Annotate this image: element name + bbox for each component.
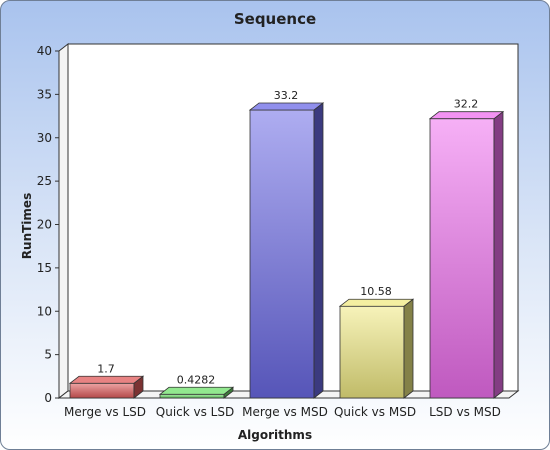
bar-top <box>68 375 145 384</box>
x-tick-label: Merge vs MSD <box>242 405 328 419</box>
y-tick-label: 5 <box>44 348 52 362</box>
data-label: 0.4282 <box>177 373 216 386</box>
bar-front <box>429 118 495 399</box>
bar-top <box>428 111 505 120</box>
y-tick-label: 25 <box>37 174 52 188</box>
x-tick-label: Quick vs MSD <box>334 405 416 419</box>
bar <box>158 386 235 399</box>
y-tick-label: 15 <box>37 261 52 275</box>
bar <box>338 298 415 399</box>
side-wall <box>58 42 69 400</box>
bar-side <box>313 102 324 399</box>
bar-side <box>403 298 414 399</box>
data-label: 33.2 <box>274 89 299 102</box>
chart-title: Sequence <box>234 10 316 28</box>
x-axis-label: Algorithms <box>238 428 312 442</box>
y-tick-label: 30 <box>37 131 52 145</box>
y-axis-label: RunTimes <box>20 193 34 259</box>
y-tick-label: 10 <box>37 304 52 318</box>
bar-front <box>159 393 225 399</box>
x-tick-label: LSD vs MSD <box>429 405 501 419</box>
bar <box>68 375 145 399</box>
y-tick-label: 0 <box>44 391 52 405</box>
plot-area: 0 5 10 15 20 25 30 35 40 1.7 Merge vs LSD 0.4282 Qui… <box>37 42 520 419</box>
bar-front <box>69 382 135 399</box>
y-tick-label: 20 <box>37 218 52 232</box>
y-tick-label: 35 <box>37 87 52 101</box>
bar <box>428 110 505 399</box>
bar-front <box>339 305 405 399</box>
bar-top <box>158 386 235 395</box>
bar-top <box>248 102 325 111</box>
bar-top <box>338 298 415 307</box>
bar-side <box>493 110 504 399</box>
x-tick-label: Quick vs LSD <box>156 405 234 419</box>
y-tick-label: 40 <box>37 44 52 58</box>
data-label: 10.58 <box>360 285 392 298</box>
x-tick-label: Merge vs LSD <box>64 405 146 419</box>
data-label: 32.2 <box>454 98 479 111</box>
data-label: 1.7 <box>97 362 115 375</box>
bar-front <box>249 109 315 399</box>
bar <box>248 102 325 399</box>
